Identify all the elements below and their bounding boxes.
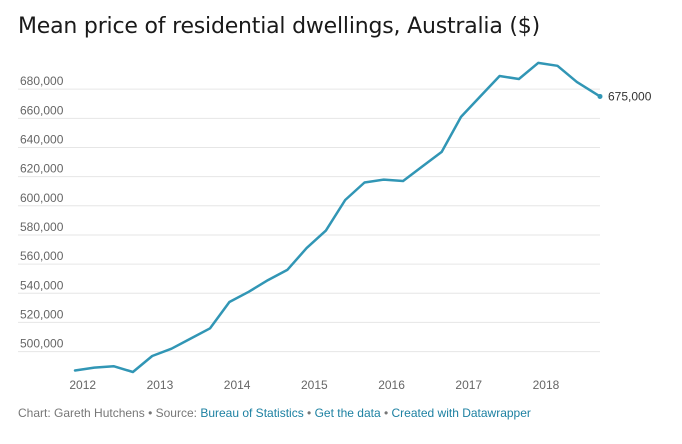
source-prefix: Source:: [155, 406, 201, 420]
footer-separator: •: [144, 406, 156, 420]
x-tick-label: 2012: [69, 378, 96, 392]
end-point: [597, 93, 603, 99]
y-tick-label: 640,000: [20, 132, 64, 146]
y-axis-tick-labels: 500,000 520,000 540,000 560,000 580,000 600,0…: [20, 74, 64, 350]
y-tick-label: 580,000: [20, 220, 64, 234]
x-tick-label: 2014: [224, 378, 251, 392]
x-tick-label: 2013: [147, 378, 174, 392]
y-tick-label: 500,000: [20, 337, 64, 351]
footer-separator: •: [380, 406, 392, 420]
y-tick-label: 680,000: [20, 74, 64, 88]
series: [73, 61, 603, 374]
y-tick-label: 660,000: [20, 103, 64, 117]
grid-lines: [18, 88, 600, 353]
chart-title: Mean price of residential dwellings, Aus…: [18, 14, 540, 39]
credit-text: Chart: Gareth Hutchens: [18, 406, 145, 420]
x-tick-label: 2017: [455, 378, 482, 392]
datawrapper-link[interactable]: Created with Datawrapper: [391, 406, 531, 420]
y-tick-label: 540,000: [20, 278, 64, 292]
data-labels: 675,000: [608, 89, 652, 103]
chart-footer: Chart: Gareth Hutchens • Source: Bureau …: [18, 406, 531, 420]
footer-separator: •: [303, 406, 315, 420]
source-link[interactable]: Bureau of Statistics: [200, 406, 304, 420]
x-axis-tick-labels: 2012 2013 2014 2015 2016 2017 2018: [69, 378, 559, 392]
y-tick-label: 600,000: [20, 191, 64, 205]
x-tick-label: 2018: [533, 378, 560, 392]
end-value-label: 675,000: [608, 89, 652, 103]
series-line: [73, 61, 602, 374]
y-tick-label: 520,000: [20, 307, 64, 321]
get-data-link[interactable]: Get the data: [314, 406, 381, 420]
x-tick-label: 2016: [378, 378, 405, 392]
y-tick-label: 560,000: [20, 249, 64, 263]
x-tick-label: 2015: [301, 378, 328, 392]
y-tick-label: 620,000: [20, 162, 64, 176]
